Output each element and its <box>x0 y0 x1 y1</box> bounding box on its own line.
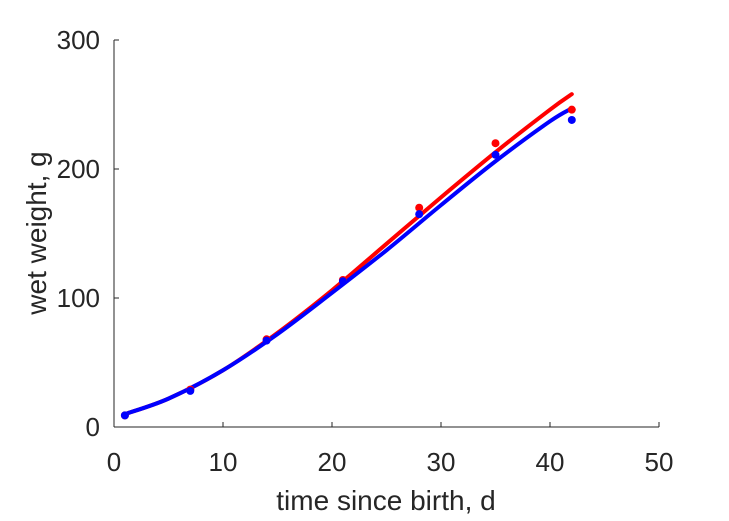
series-1-data-point <box>338 277 347 286</box>
y-tick-label: 0 <box>86 412 100 442</box>
x-ticks: 0 10 20 30 40 50 <box>107 422 674 477</box>
y-ticks: 0 100 200 300 <box>57 25 119 442</box>
y-tick-label: 300 <box>57 25 100 55</box>
series-1-data-point <box>567 115 576 124</box>
x-tick-label: 30 <box>427 447 456 477</box>
series-1-data-point <box>186 386 195 395</box>
series-1-data-point <box>262 336 271 345</box>
series-0-data-point <box>415 203 424 212</box>
y-tick-label: 200 <box>57 154 100 184</box>
y-tick-label: 100 <box>57 283 100 313</box>
series-1-data-point <box>491 150 500 159</box>
series-0-data-point <box>567 105 576 114</box>
series-1-fit-line <box>122 106 574 417</box>
axes <box>113 40 659 428</box>
series-1-data-point <box>415 210 424 219</box>
series-0-fit-line <box>122 92 574 417</box>
series-0-data-point <box>491 139 500 148</box>
y-axis-label: wet weight, g <box>21 151 52 315</box>
x-axis-label: time since birth, d <box>276 485 495 516</box>
x-tick-label: 10 <box>209 447 238 477</box>
x-tick-label: 40 <box>536 447 565 477</box>
plot-area <box>120 92 576 420</box>
series-1-data-point <box>120 411 129 420</box>
x-tick-label: 20 <box>318 447 347 477</box>
x-tick-label: 50 <box>645 447 674 477</box>
x-tick-label: 0 <box>107 447 121 477</box>
